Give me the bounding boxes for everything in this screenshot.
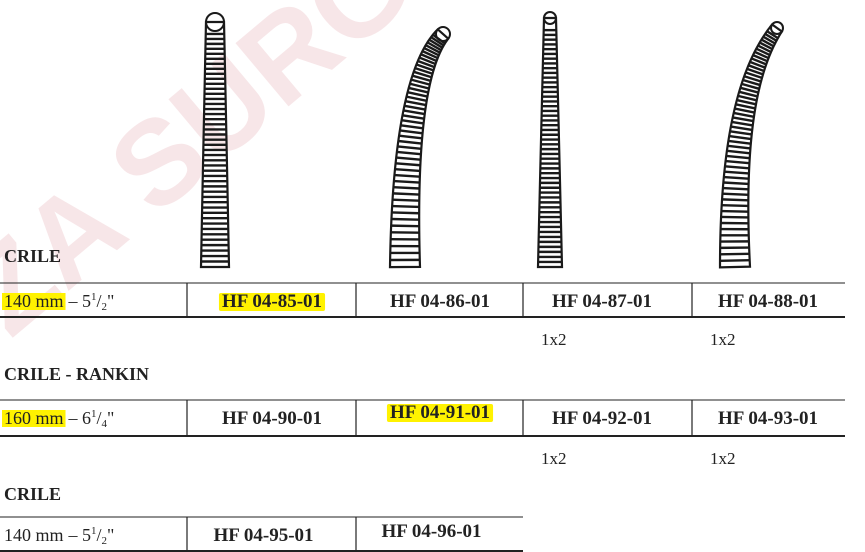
jaw-serration: [401, 125, 423, 128]
jaw-serration: [397, 152, 421, 154]
jaw-serration: [403, 110, 424, 114]
pack-note: 1x2: [541, 449, 567, 468]
jaw-serration: [396, 163, 421, 165]
product-code: HF 04-85-01: [222, 291, 322, 312]
jaw-serration: [402, 120, 424, 123]
jaw-serration: [404, 106, 425, 110]
jaw-serration: [394, 175, 419, 177]
jaw-serration: [731, 127, 752, 130]
product-code: HF 04-93-01: [718, 408, 818, 429]
size-label: 140 mm– 51/2": [4, 525, 114, 547]
product-code: HF 04-92-01: [552, 408, 652, 429]
jaw-serration: [398, 146, 422, 148]
size-imperial: – 5: [68, 525, 92, 545]
jaw-serration: [402, 115, 424, 118]
jaw-serration: [726, 156, 750, 158]
jaw-serration: [735, 109, 755, 113]
jaw-serration: [724, 177, 749, 179]
jaw-serration: [730, 131, 752, 134]
jaw-serration: [720, 260, 750, 261]
product-section: CRILE - RANKIN 160 mm– 61/4" HF 04-90-01 HF…: [0, 364, 845, 468]
jaw-serration: [723, 188, 749, 189]
jaw-serration: [736, 104, 755, 108]
jaw-serration: [407, 97, 427, 101]
size-imperial: – 6: [68, 408, 92, 428]
jaw-outline: [538, 18, 562, 267]
jaw-serration: [725, 166, 749, 168]
pack-note: 1x2: [710, 449, 736, 468]
jaw-serration: [726, 161, 750, 163]
jaw-serration: [399, 136, 422, 139]
jaw-serration: [395, 169, 420, 171]
pack-note: 1x2: [541, 330, 567, 349]
jaw-serration: [733, 117, 754, 121]
jaw-serration: [722, 199, 748, 200]
size-metric: 160 mm: [4, 408, 64, 428]
jaw-serration: [732, 122, 753, 125]
catalog-page: ZA SURGIC CRILE140 mm– 51/2"HF 04-85-01H…: [0, 0, 865, 552]
jaw-serration: [728, 141, 750, 144]
section-title: CRILE: [4, 246, 61, 266]
jaw-serration: [396, 158, 420, 160]
jaw-serration: [400, 130, 423, 133]
product-code: HF 04-86-01: [390, 291, 490, 312]
size-unit: ": [107, 408, 114, 428]
jaw-serration: [394, 181, 420, 182]
product-code: HF 04-88-01: [718, 291, 818, 312]
jaw-serration: [391, 219, 419, 220]
jaw-serration: [728, 146, 751, 149]
pack-note: 1x2: [710, 330, 736, 349]
jaw-serration: [723, 183, 748, 184]
jaw-serration: [392, 212, 419, 213]
jaw-serration: [721, 211, 748, 212]
size-unit: ": [107, 525, 114, 545]
size-metric: 140 mm: [4, 291, 64, 311]
product-code: HF 04-90-01: [222, 408, 322, 429]
product-section: CRILE 140 mm– 51/2" HF 04-95-01 HF 04-96-01: [0, 484, 523, 551]
section-title: CRILE - RANKIN: [4, 364, 149, 384]
jaw-serration: [392, 206, 419, 207]
size-imperial: – 5: [68, 291, 92, 311]
jaw-serration: [393, 200, 420, 201]
product-code: HF 04-87-01: [552, 291, 652, 312]
jaw-serration: [393, 187, 419, 188]
jaw-serration: [734, 113, 754, 117]
jaw-serration: [398, 141, 421, 144]
size-label: 140 mm– 51/2": [4, 291, 114, 313]
size-metric: 140 mm: [4, 525, 64, 545]
jaw-serration: [405, 101, 426, 105]
jaw-serration: [408, 92, 428, 96]
product-code: HF 04-95-01: [213, 525, 313, 546]
jaw-serration: [722, 194, 748, 195]
size-unit: ": [107, 291, 114, 311]
size-label: 160 mm– 61/4": [4, 408, 114, 430]
jaw-serration: [391, 226, 419, 227]
section-title: CRILE: [4, 484, 61, 504]
jaw-serration: [724, 172, 749, 174]
jaw-serration: [727, 151, 750, 153]
jaw-serration: [729, 136, 751, 139]
jaw-serration: [722, 205, 749, 206]
product-code: HF 04-91-01: [390, 402, 490, 423]
jaw-serration: [393, 193, 419, 194]
product-code: HF 04-96-01: [381, 521, 481, 542]
